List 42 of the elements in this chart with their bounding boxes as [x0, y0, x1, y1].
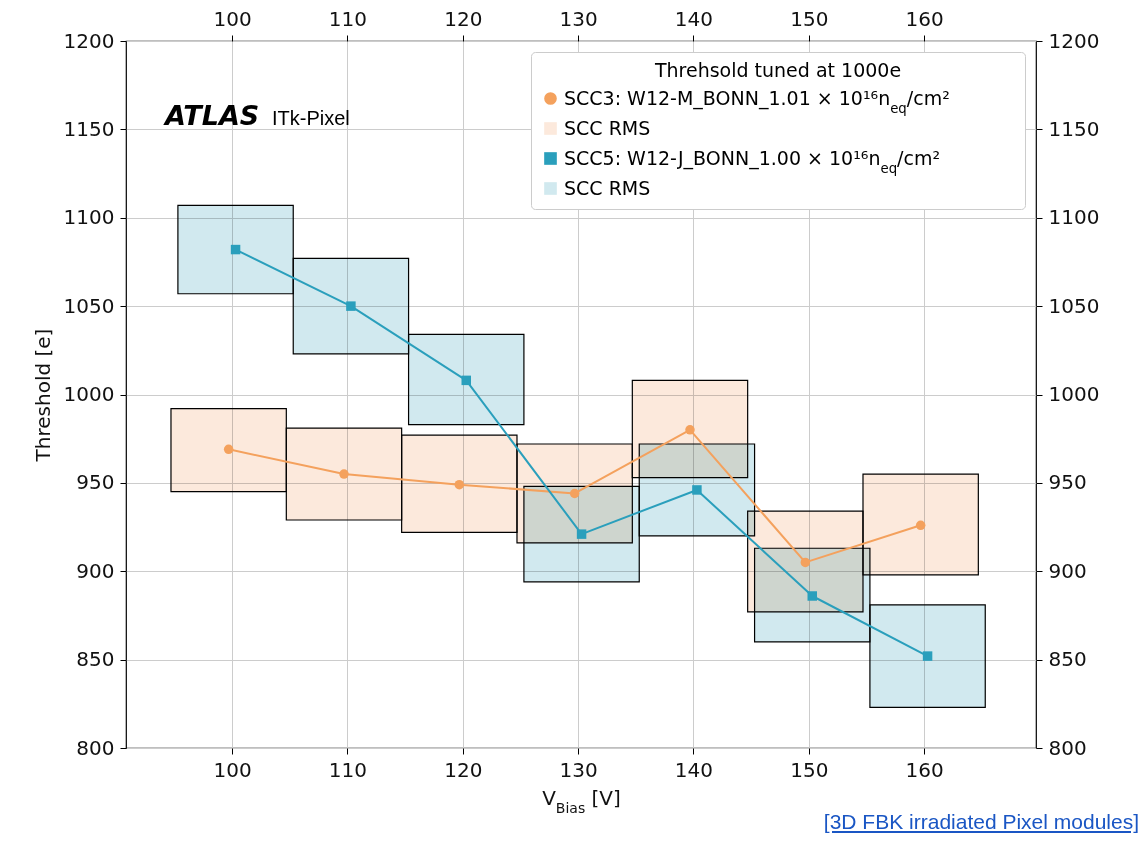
y-tick-label: 950: [76, 470, 115, 495]
legend-label: SCC5: W12-J_BONN_1.00 × 10¹⁶n$_{eq}$/cm²: [564, 146, 941, 175]
y2-tick-label: 900: [1048, 558, 1087, 583]
x2-tick-label: 110: [328, 6, 368, 31]
x-tick-label: 140: [674, 757, 714, 782]
y-tick-label: 1150: [63, 116, 115, 141]
y2-tick-label: 1000: [1048, 382, 1100, 406]
x-tick-label: 160: [905, 757, 944, 782]
x2-tick-label: 150: [790, 6, 829, 31]
x-tick-label: 110: [328, 757, 368, 782]
x-tick-label: 150: [790, 757, 829, 782]
legend-label: SCC3: W12-M_BONN_1.01 × 10¹⁶n$_{eq}$/cm²: [564, 86, 950, 115]
y2-tick-label: 1050: [1048, 293, 1100, 318]
y2-tick-label: 1150: [1048, 116, 1100, 141]
x-tick-label: 120: [444, 757, 483, 782]
y-tick-label: 1000: [63, 382, 115, 406]
x-tick-label: 100: [213, 757, 252, 782]
y-tick-label: 900: [76, 558, 115, 583]
y2-tick-label: 950: [1048, 470, 1087, 495]
legend-label: SCC RMS: [564, 116, 651, 139]
x2-tick-label: 120: [444, 6, 483, 31]
y-tick-label: 800: [76, 735, 115, 760]
y2-tick-label: 1100: [1048, 205, 1100, 230]
legend-title: Threhsold tuned at 1000e: [653, 59, 902, 81]
y-tick-label: 1200: [63, 28, 115, 53]
legend-label: SCC RMS: [564, 176, 651, 199]
y2-tick-label: 800: [1048, 735, 1087, 760]
x2-tick-label: 100: [213, 6, 252, 31]
y-axis-title: Threshold [e]: [30, 328, 55, 463]
x-tick-label: 130: [559, 757, 598, 782]
y-tick-label: 1050: [63, 293, 115, 318]
text: [3D FBK irradiated Pixel modules]: [823, 810, 1139, 834]
y-tick-label: 850: [76, 647, 115, 672]
x2-tick-label: 140: [674, 6, 714, 31]
y-tick-label: 1100: [63, 205, 115, 230]
x2-tick-label: 160: [905, 6, 944, 31]
x2-tick-label: 130: [559, 6, 598, 31]
annotation: ATLAS: [163, 100, 260, 131]
x-axis-title: V$_{Bias}$ [V]: [542, 785, 621, 816]
y2-tick-label: 1200: [1048, 28, 1100, 53]
y2-tick-label: 850: [1048, 647, 1087, 672]
annotation: ITk-Pixel: [272, 107, 350, 129]
